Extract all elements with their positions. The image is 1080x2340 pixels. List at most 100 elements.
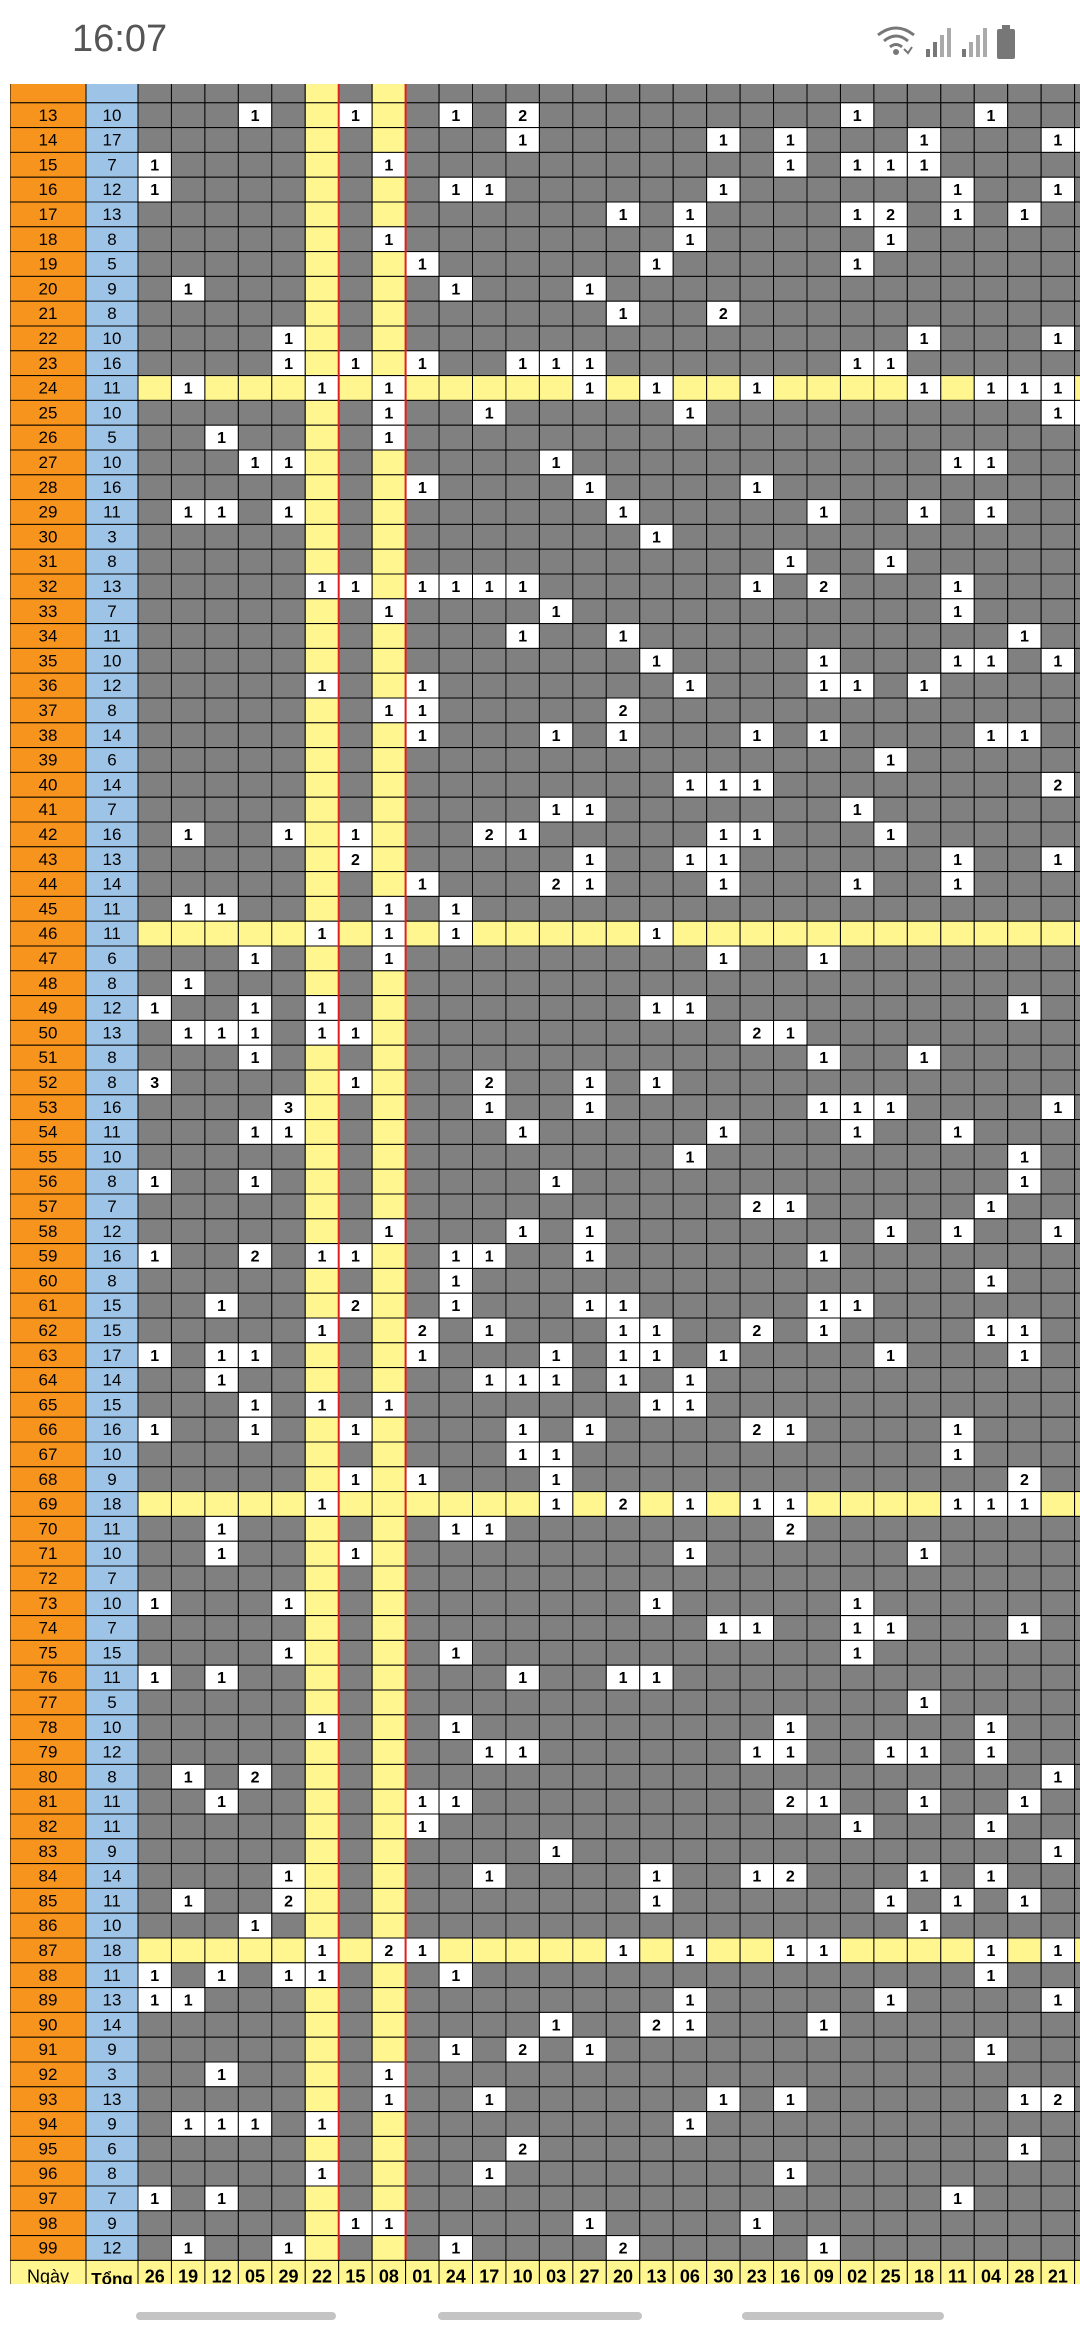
grid-cell [271,275,306,302]
grid-cell [472,2235,507,2261]
hit-cell [940,2185,975,2212]
grid-cell [973,2061,1009,2088]
footer-date-cell[interactable] [338,2259,373,2284]
grid-cell [1074,1987,1080,2013]
footer-date-cell[interactable] [438,2259,473,2284]
footer-date: 02 [847,2266,867,2284]
grid-cell [405,1714,440,1741]
footer-date-cell[interactable] [137,2259,172,2284]
grid-cell [271,771,306,798]
footer-date-cell[interactable] [371,2259,407,2284]
grid-cell [672,474,708,501]
footer-date: 09 [814,2266,834,2284]
grid-cell [438,2086,473,2113]
footer-date-cell[interactable] [405,2259,440,2284]
grid-cell [1040,1441,1076,1468]
grid-cell [371,275,407,302]
footer-date-cell[interactable] [204,2259,239,2284]
grid-cell [472,747,507,773]
footer-date-cell[interactable] [906,2259,942,2284]
grid-cell [405,176,440,203]
grid-cell [237,598,273,625]
grid-cell [739,1912,775,1939]
grid-cell [505,523,540,550]
nav-recents-button[interactable] [136,2312,336,2320]
grid-cell [706,399,741,426]
footer-date-cell[interactable] [572,2259,607,2284]
grid-cell [773,846,808,873]
footer-date-cell[interactable] [271,2259,306,2284]
footer-date-cell[interactable] [639,2259,674,2284]
footer-date-cell[interactable] [973,2259,1009,2284]
grid-cell [538,1515,574,1542]
footer-date-cell[interactable] [304,2259,340,2284]
grid-cell [371,647,407,674]
grid-cell [271,1044,306,1071]
footer-date-cell[interactable] [237,2259,273,2284]
grid-cell [1074,275,1080,302]
hit-count: 1 [685,2117,694,2134]
grid-cell [505,1044,540,1071]
grid-cell [137,871,172,897]
footer-date-cell[interactable] [873,2259,908,2284]
grid-cell [839,623,875,649]
footer-date-cell[interactable] [706,2259,741,2284]
nav-home-button[interactable] [438,2312,642,2320]
grid-cell [973,1987,1009,2013]
row-total: 8 [107,1073,116,1092]
grid-cell [1007,1937,1042,1964]
grid-cell [1007,127,1042,153]
grid-cell [304,176,340,203]
footer-date-cell[interactable] [806,2259,841,2284]
grid-cell [940,771,975,798]
lottery-frequency-table[interactable]: 1310111211141711111115711111116121111111… [0,84,1080,2284]
footer-date-cell[interactable] [739,2259,775,2284]
footer-date-cell[interactable] [538,2259,574,2284]
hit-count: 1 [552,604,561,621]
grid-cell [204,573,239,600]
footer-date-cell[interactable] [605,2259,641,2284]
footer-date-cell[interactable] [1007,2259,1042,2284]
grid-cell [304,523,340,550]
grid-cell [940,1143,975,1170]
hit-count: 1 [351,356,360,373]
footer-date-cell[interactable] [839,2259,875,2284]
grid-cell [438,151,473,178]
grid-cell [371,84,407,104]
grid-cell [237,1987,273,2013]
grid-cell [304,2036,340,2063]
grid-cell [1074,647,1080,674]
footer-date-cell[interactable] [1074,2259,1080,2284]
grid-cell [505,424,540,451]
row-number: 26 [39,428,58,447]
footer-date-cell[interactable] [472,2259,507,2284]
grid-cell [137,2111,172,2137]
row-total: 14 [103,1867,122,1886]
footer-date-cell[interactable] [1040,2259,1076,2284]
footer-date-cell[interactable] [940,2259,975,2284]
grid-cell [538,1143,574,1170]
grid-cell [204,275,239,302]
grid-cell [304,722,340,749]
grid-cell [940,1267,975,1294]
grid-cell [839,424,875,451]
grid-cell [405,771,440,798]
footer-date-cell[interactable] [773,2259,808,2284]
grid-cell [940,1937,975,1964]
grid-cell [237,771,273,798]
nav-back-button[interactable] [742,2312,944,2320]
footer-date: 29 [279,2266,299,2284]
grid-cell [605,548,641,575]
grid-cell [1040,821,1076,848]
grid-cell [773,573,808,600]
hit-count: 2 [752,1199,761,1216]
footer-date-cell[interactable] [170,2259,206,2284]
footer-date-cell[interactable] [672,2259,708,2284]
hit-count: 1 [819,2241,828,2258]
grid-cell [505,672,540,699]
hit-cell [472,2160,507,2187]
footer-date-cell[interactable] [505,2259,540,2284]
hit-count: 1 [184,1893,193,1910]
footer-date: 03 [546,2266,566,2284]
grid-cell [1074,1193,1080,1220]
